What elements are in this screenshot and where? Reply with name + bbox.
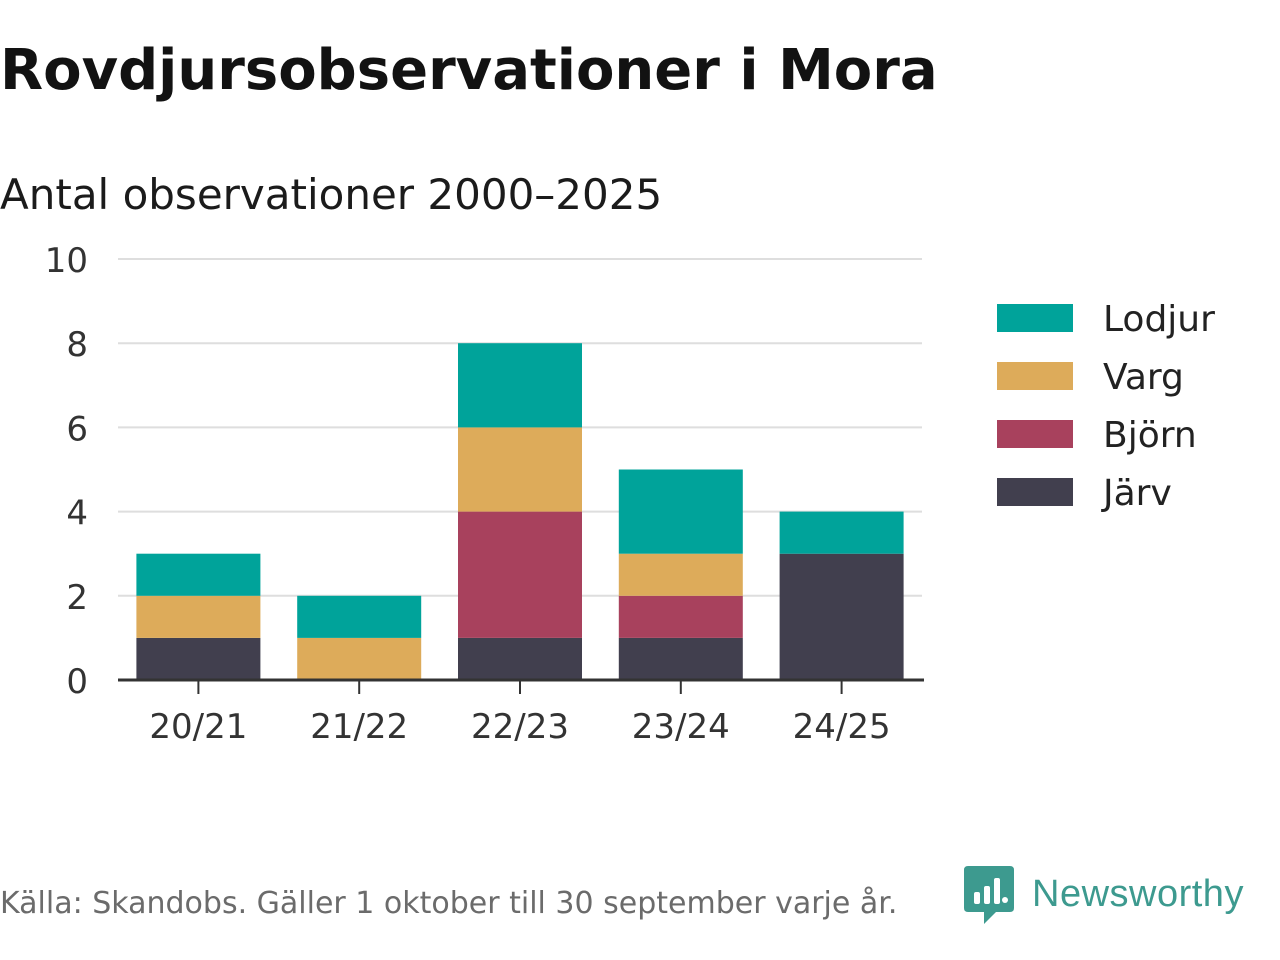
bar-segment-lodjur-23-24: [618, 469, 743, 554]
legend-swatch-bj-rn: [997, 420, 1073, 448]
legend-label: Lodjur: [1103, 299, 1215, 340]
brand-name: Newsworthy: [1032, 872, 1244, 915]
y-tick-label: 6: [66, 409, 88, 449]
bar-segment-j-rv-24-25: [779, 553, 904, 680]
newsworthy-logo-icon: [964, 866, 1014, 924]
bar-segment-lodjur-24-25: [779, 511, 904, 554]
bar-segment-j-rv-20-21: [136, 637, 261, 680]
bar-segment-j-rv-22-23: [458, 637, 582, 680]
x-tick-label: 24/25: [793, 707, 891, 747]
bar-segment-j-rv-23-24: [618, 637, 743, 680]
bar-segment-lodjur-20-21: [136, 553, 261, 596]
x-tick-label: 21/22: [310, 707, 408, 747]
y-tick-label: 8: [66, 325, 88, 365]
bar-segment-lodjur-22-23: [458, 343, 582, 428]
y-tick-label: 2: [66, 578, 88, 618]
bar-segment-lodjur-21-22: [297, 595, 422, 638]
bar-segment-bj-rn-22-23: [458, 511, 582, 638]
chart-title: Rovdjursobservationer i Mora: [0, 38, 938, 103]
legend-label: Björn: [1103, 415, 1197, 456]
legend-label: Järv: [1101, 473, 1172, 514]
y-tick-label: 4: [66, 494, 88, 534]
legend-label: Varg: [1103, 357, 1184, 398]
y-tick-label: 10: [45, 241, 88, 281]
source-note: Källa: Skandobs. Gäller 1 oktober till 3…: [0, 886, 898, 921]
legend-swatch-varg: [997, 362, 1073, 390]
bar-segment-varg-21-22: [297, 637, 422, 680]
bar-segment-varg-23-24: [618, 553, 743, 596]
bar-segment-bj-rn-23-24: [618, 595, 743, 638]
x-tick-label: 20/21: [149, 707, 247, 747]
legend-swatch-j-rv: [997, 478, 1073, 506]
bar-segment-varg-22-23: [458, 427, 582, 512]
legend-swatch-lodjur: [997, 304, 1073, 332]
chart-subtitle: Antal observationer 2000–2025: [0, 170, 663, 219]
x-tick-label: 22/23: [471, 707, 569, 747]
y-tick-label: 0: [66, 662, 88, 702]
x-tick-label: 23/24: [632, 707, 730, 747]
newsworthy-logo: Newsworthy: [962, 862, 1244, 926]
bar-segment-varg-20-21: [136, 595, 261, 638]
stacked-bar-chart: 0 2 4 6 8 10 20/21 21/22 22/23 23/24 24/25 Lodjur Va…: [45, 241, 1215, 747]
